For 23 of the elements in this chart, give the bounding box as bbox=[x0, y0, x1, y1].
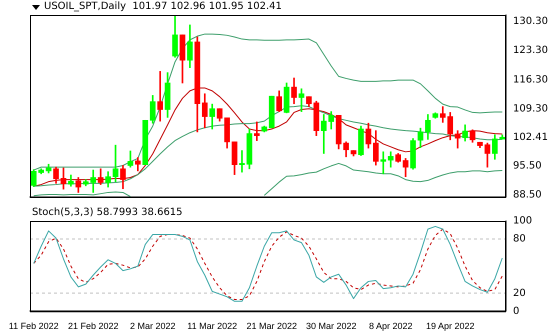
y-tick-label: 116.30 bbox=[513, 74, 548, 86]
x-tick-label: 11 Feb 2022 bbox=[8, 321, 59, 332]
x-tick-label: 30 Mar 2022 bbox=[306, 321, 356, 332]
y-tick-label: 130.30 bbox=[513, 16, 548, 28]
y-tick-label: 88.50 bbox=[513, 190, 542, 201]
x-tick-label: 19 Apr 2022 bbox=[426, 321, 474, 332]
candlestick bbox=[268, 96, 275, 128]
y-tick-label: 80 bbox=[513, 234, 526, 245]
y-tick-label: 95.50 bbox=[513, 160, 542, 172]
candlestick bbox=[142, 120, 148, 165]
chart-title: USOIL_SPT,Daily 101.97 102.96 101.95 102.41 bbox=[44, 1, 282, 13]
x-tick-label: 21 Mar 2022 bbox=[246, 321, 297, 332]
x-tick-label: 21 Feb 2022 bbox=[68, 321, 118, 332]
y-tick-label: 20 bbox=[513, 288, 526, 299]
x-tick-label: 2 Mar 2022 bbox=[130, 321, 176, 332]
x-tick-label: 8 Apr 2022 bbox=[368, 321, 412, 332]
y-tick-label: 100 bbox=[513, 216, 532, 227]
chart-title: Stoch(5,3,3) 58.7993 38.6615 bbox=[32, 207, 183, 219]
y-tick-label: 102.41 bbox=[513, 132, 548, 143]
y-tick-label: 0 bbox=[513, 306, 520, 317]
x-tick-label: 11 Mar 2022 bbox=[187, 321, 238, 332]
y-tick-label: 123.30 bbox=[513, 45, 548, 56]
y-tick-label: 109.30 bbox=[513, 103, 548, 114]
